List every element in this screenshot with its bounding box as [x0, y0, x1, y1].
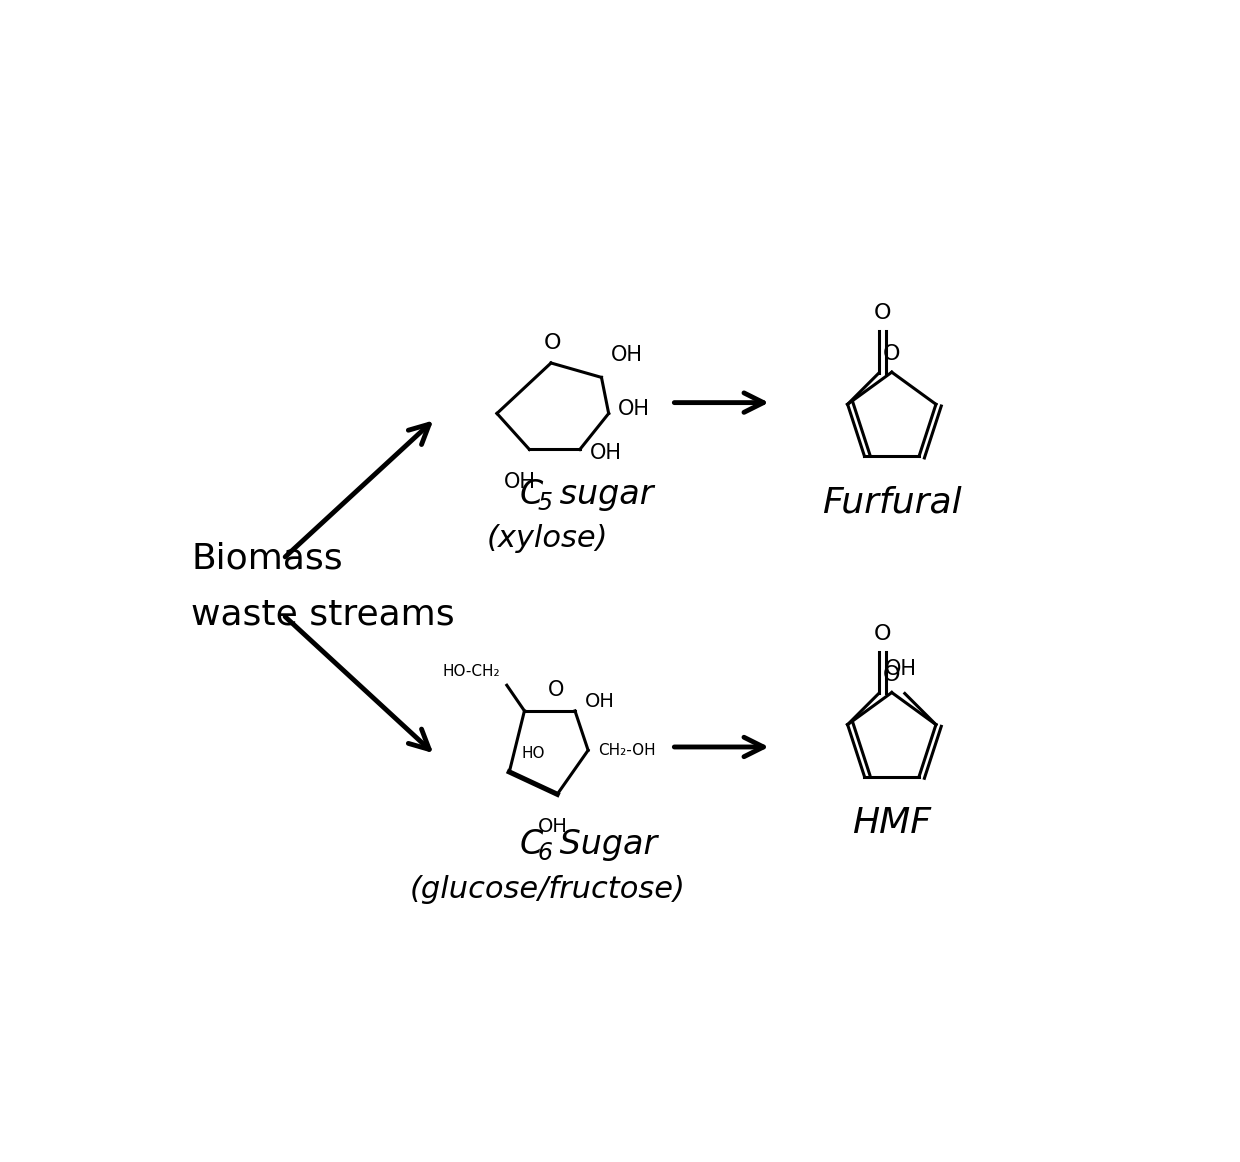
Text: Biomass: Biomass [191, 541, 342, 576]
Text: O: O [883, 344, 900, 364]
Text: 6: 6 [538, 840, 553, 865]
Text: O: O [544, 333, 562, 353]
Text: C: C [520, 479, 543, 511]
Text: OH: OH [538, 817, 568, 835]
Text: CH₂-OH: CH₂-OH [598, 743, 656, 758]
Text: HO: HO [521, 746, 544, 761]
Text: OH: OH [589, 444, 621, 464]
Text: (glucose/fructose): (glucose/fructose) [409, 875, 686, 904]
Text: OH: OH [619, 400, 650, 419]
Text: OH: OH [503, 472, 536, 492]
Text: Furfural: Furfural [822, 486, 961, 519]
Text: waste streams: waste streams [191, 597, 455, 632]
Text: (xylose): (xylose) [486, 524, 608, 553]
Text: Sugar: Sugar [549, 829, 657, 861]
Text: O: O [883, 665, 900, 684]
Text: O: O [548, 680, 564, 700]
Text: C: C [520, 829, 543, 861]
Text: HMF: HMF [852, 806, 931, 840]
Text: OH: OH [584, 691, 615, 711]
Text: O: O [874, 624, 892, 644]
Text: OH: OH [885, 659, 916, 679]
Text: OH: OH [611, 345, 644, 365]
Text: HO-CH₂: HO-CH₂ [443, 664, 501, 679]
Text: 5: 5 [538, 490, 553, 515]
Text: sugar: sugar [549, 479, 653, 511]
Text: O: O [874, 303, 892, 323]
